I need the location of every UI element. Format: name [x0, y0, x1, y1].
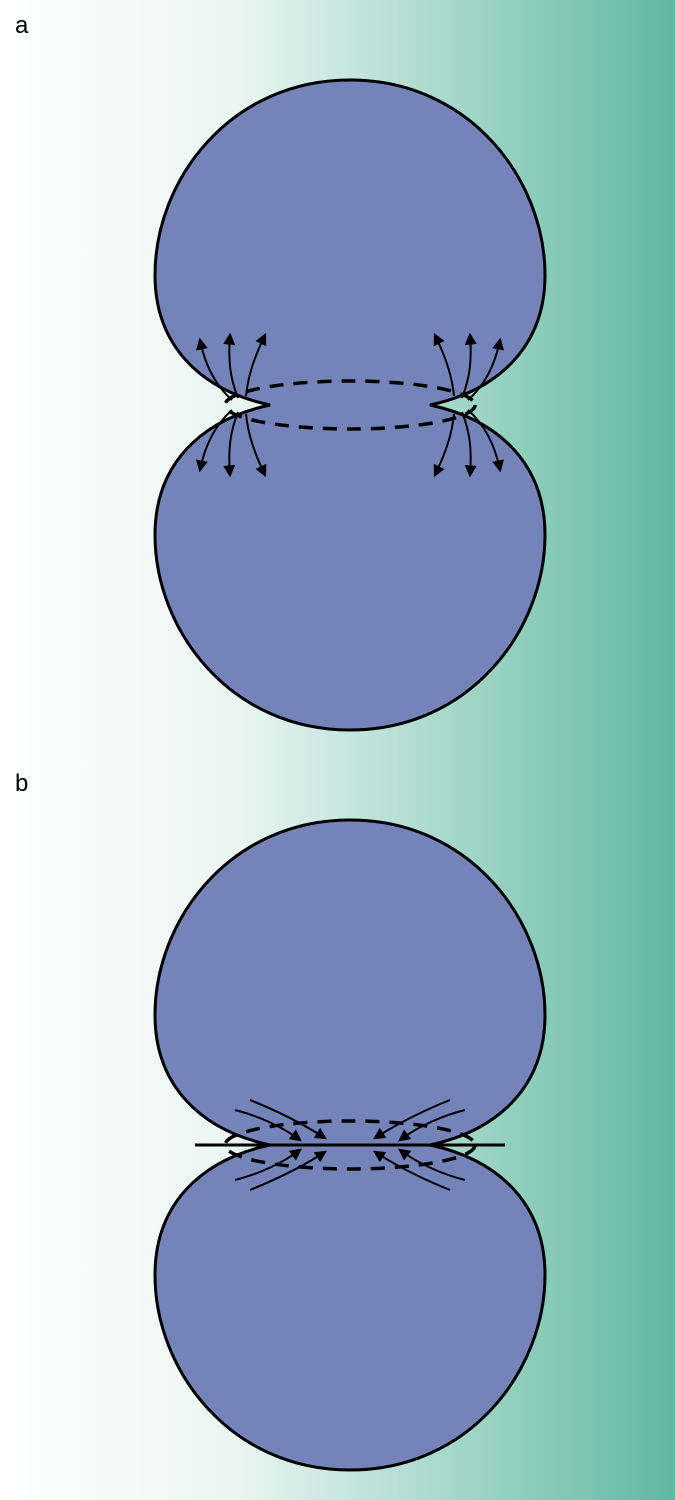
panel-b [155, 820, 545, 1470]
panel-label-b: b [15, 770, 28, 798]
figure-canvas: a b [0, 0, 675, 1500]
panel-label-a: a [15, 12, 28, 40]
